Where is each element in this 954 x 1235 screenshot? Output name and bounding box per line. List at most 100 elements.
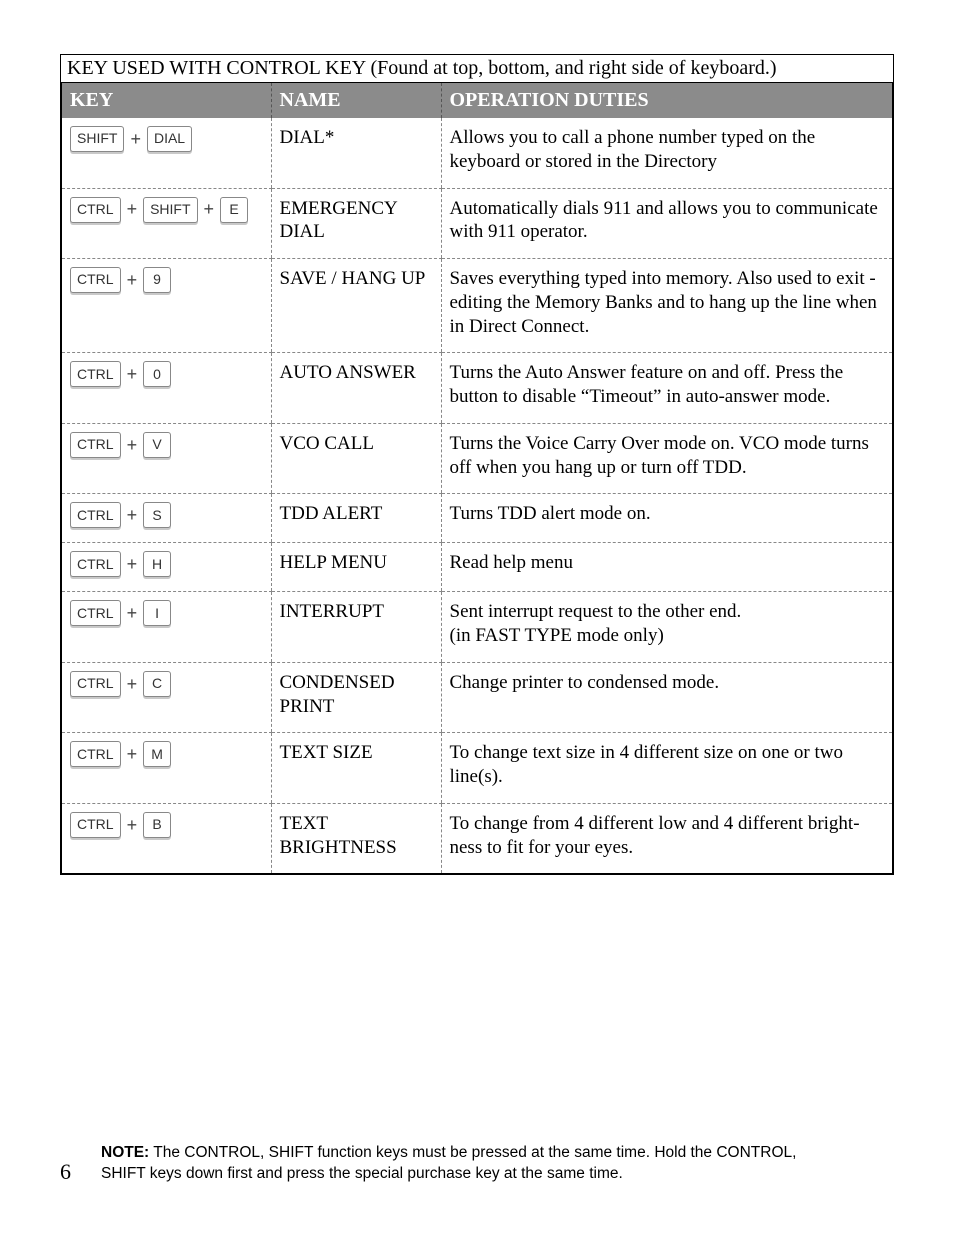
cell-key: CTRL+H: [61, 543, 271, 592]
key-combo: CTRL+V: [70, 432, 263, 458]
plus-icon: +: [125, 434, 140, 457]
table-row: CTRL+B TEXT BRIGHTNESSTo change from 4 di…: [61, 803, 893, 874]
footer-note: NOTE: The CONTROL, SHIFT function keys m…: [101, 1143, 821, 1185]
cell-name: TDD ALERT: [271, 494, 441, 543]
cell-operation: Turns TDD alert mode on.: [441, 494, 893, 543]
cell-name: HELP MENU: [271, 543, 441, 592]
cell-key: CTRL+B: [61, 803, 271, 874]
keyboard-key: SHIFT: [70, 126, 124, 152]
plus-icon: +: [125, 743, 140, 766]
table-row: CTRL+0 AUTO ANSWERTurns the Auto Answer f…: [61, 353, 893, 424]
cell-operation: To change text size in 4 different size …: [441, 733, 893, 804]
table-header-row: KEY NAME OPERATION DUTIES: [61, 83, 893, 118]
keyboard-key: H: [143, 551, 171, 577]
cell-operation: Turns the Auto Answer feature on and off…: [441, 353, 893, 424]
cell-key: CTRL+I: [61, 592, 271, 663]
cell-key: CTRL+M: [61, 733, 271, 804]
keyboard-key: E: [220, 197, 248, 223]
keyboard-key: C: [143, 671, 171, 697]
table-row: CTRL+SHIFT+EEMERGENCY DIALAutomatically …: [61, 188, 893, 259]
cell-operation: Saves everything typed into memory. Also…: [441, 259, 893, 353]
keyboard-key: CTRL: [70, 502, 121, 528]
key-combo: CTRL+S: [70, 502, 263, 528]
plus-icon: +: [125, 363, 140, 386]
plus-icon: +: [125, 504, 140, 527]
cell-name: EMERGENCY DIAL: [271, 188, 441, 259]
cell-name: AUTO ANSWER: [271, 353, 441, 424]
keyboard-key: CTRL: [70, 671, 121, 697]
keyboard-key: M: [143, 741, 171, 767]
plus-icon: +: [125, 602, 140, 625]
cell-name: VCO CALL: [271, 423, 441, 494]
keyboard-key: I: [143, 600, 171, 626]
table-row: SHIFT+DIAL DIAL*Allows you to call a phon…: [61, 118, 893, 188]
key-combo: SHIFT+DIAL: [70, 126, 263, 152]
keyboard-key: CTRL: [70, 551, 121, 577]
cell-name: CONDENSED PRINT: [271, 662, 441, 733]
table-row: CTRL+H HELP MENURead help menu: [61, 543, 893, 592]
cell-operation: Sent interrupt request to the other end.…: [441, 592, 893, 663]
key-combo: CTRL+SHIFT+E: [70, 197, 263, 223]
cell-key: CTRL+9: [61, 259, 271, 353]
col-header-key: KEY: [61, 83, 271, 118]
page: KEY USED WITH CONTROL KEY (Found at top,…: [0, 0, 954, 1235]
cell-name: DIAL*: [271, 118, 441, 188]
key-combo: CTRL+9: [70, 267, 263, 293]
plus-icon: +: [125, 269, 140, 292]
col-header-operation: OPERATION DUTIES: [441, 83, 893, 118]
table-row: CTRL+CCONDENSED PRINTChange printer to c…: [61, 662, 893, 733]
key-combo: CTRL+H: [70, 551, 263, 577]
table-row: CTRL+I INTERRUPTSent interrupt request to…: [61, 592, 893, 663]
cell-operation: Turns the Voice Carry Over mode on. VCO …: [441, 423, 893, 494]
keyboard-key: 0: [143, 361, 171, 387]
keyboard-key: 9: [143, 267, 171, 293]
table-row: CTRL+M TEXT SIZETo change text size in 4 …: [61, 733, 893, 804]
cell-operation: To change from 4 different low and 4 dif…: [441, 803, 893, 874]
cell-operation: Allows you to call a phone number typed …: [441, 118, 893, 188]
table-row: CTRL+V VCO CALLTurns the Voice Carry Over…: [61, 423, 893, 494]
keyboard-key: SHIFT: [143, 197, 197, 223]
plus-icon: +: [125, 553, 140, 576]
key-combo: CTRL+B: [70, 812, 263, 838]
table-row: CTRL+S TDD ALERTTurns TDD alert mode on.: [61, 494, 893, 543]
cell-key: CTRL+S: [61, 494, 271, 543]
keyboard-key: CTRL: [70, 812, 121, 838]
keyboard-key: CTRL: [70, 197, 121, 223]
table-row: CTRL+9 SAVE / HANG UPSaves everything typ…: [61, 259, 893, 353]
col-header-name: NAME: [271, 83, 441, 118]
cell-operation: Read help menu: [441, 543, 893, 592]
plus-icon: +: [125, 673, 140, 696]
cell-key: CTRL+V: [61, 423, 271, 494]
plus-icon: +: [128, 128, 143, 151]
cell-name: TEXT BRIGHTNESS: [271, 803, 441, 874]
plus-icon: +: [125, 814, 140, 837]
cell-key: SHIFT+DIAL: [61, 118, 271, 188]
keyboard-key: B: [143, 812, 171, 838]
cell-operation: Automatically dials 911 and allows you t…: [441, 188, 893, 259]
note-text: The CONTROL, SHIFT function keys must be…: [101, 1144, 796, 1182]
cell-key: CTRL+C: [61, 662, 271, 733]
cell-name: SAVE / HANG UP: [271, 259, 441, 353]
keyboard-key: CTRL: [70, 432, 121, 458]
section-caption: KEY USED WITH CONTROL KEY (Found at top,…: [60, 54, 894, 83]
note-label: NOTE:: [101, 1144, 149, 1161]
keyboard-key: CTRL: [70, 741, 121, 767]
keyboard-key: V: [143, 432, 171, 458]
keyboard-key: CTRL: [70, 600, 121, 626]
keyboard-key: DIAL: [147, 126, 192, 152]
page-number: 6: [60, 1159, 71, 1185]
key-combo: CTRL+I: [70, 600, 263, 626]
page-footer: 6 NOTE: The CONTROL, SHIFT function keys…: [60, 1143, 894, 1185]
cell-key: CTRL+SHIFT+E: [61, 188, 271, 259]
keyboard-key: S: [143, 502, 171, 528]
cell-name: TEXT SIZE: [271, 733, 441, 804]
keyboard-key: CTRL: [70, 361, 121, 387]
cell-name: INTERRUPT: [271, 592, 441, 663]
cell-key: CTRL+0: [61, 353, 271, 424]
plus-icon: +: [125, 198, 140, 221]
plus-icon: +: [202, 198, 217, 221]
control-key-table: KEY NAME OPERATION DUTIES SHIFT+DIALDIAL…: [60, 83, 894, 875]
keyboard-key: CTRL: [70, 267, 121, 293]
key-combo: CTRL+0: [70, 361, 263, 387]
key-combo: CTRL+M: [70, 741, 263, 767]
